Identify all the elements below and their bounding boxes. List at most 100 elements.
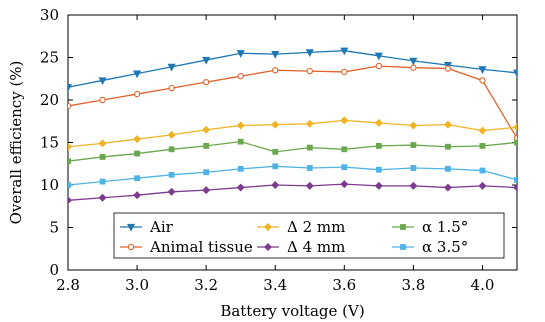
legend-marker <box>127 243 135 251</box>
data-point <box>479 167 486 174</box>
data-point <box>374 118 383 127</box>
x-tick-label: 2.8 <box>56 276 80 294</box>
data-point <box>134 175 140 182</box>
data-point <box>68 182 71 188</box>
data-point <box>340 116 349 125</box>
legend-label: α 3.5° <box>422 238 468 256</box>
x-tick-label: 4.0 <box>471 276 495 294</box>
data-point <box>236 183 245 192</box>
data-point <box>271 120 280 129</box>
legend-marker <box>264 223 272 231</box>
legend-label: Animal tissue <box>149 238 253 256</box>
data-point <box>513 123 517 132</box>
data-point <box>68 142 72 151</box>
data-point <box>133 135 142 144</box>
data-point <box>409 181 418 190</box>
data-point <box>202 186 211 195</box>
data-point <box>98 77 107 86</box>
data-point <box>305 49 314 57</box>
legend-label: Air <box>149 218 174 236</box>
data-point <box>374 181 383 190</box>
x-tick-label: 3.0 <box>125 276 149 294</box>
data-point <box>168 146 175 153</box>
x-tick-label: 3.2 <box>194 276 218 294</box>
series-line <box>68 119 517 148</box>
x-tick-label: 3.6 <box>332 276 356 294</box>
series-line <box>68 183 517 201</box>
data-point <box>98 193 107 202</box>
series-lines <box>68 47 517 205</box>
data-point <box>202 125 211 134</box>
data-point <box>444 65 452 72</box>
data-point <box>306 67 313 75</box>
data-point <box>410 142 417 148</box>
data-point <box>410 64 417 71</box>
y-tick-label: 10 <box>40 176 59 194</box>
data-point <box>305 181 314 190</box>
data-point <box>167 63 176 72</box>
y-tick-label: 0 <box>49 261 59 279</box>
y-tick-label: 20 <box>40 91 59 109</box>
series-5 <box>68 163 517 188</box>
legend-marker <box>400 244 406 250</box>
data-point <box>98 139 107 148</box>
data-point <box>202 56 211 65</box>
data-point <box>375 143 382 149</box>
data-point <box>68 158 71 165</box>
data-point <box>410 165 417 171</box>
legend-box <box>113 212 505 259</box>
y-tick-label: 5 <box>49 219 59 237</box>
data-point <box>272 67 279 74</box>
data-point <box>445 165 451 172</box>
data-point <box>374 52 383 61</box>
data-point <box>99 178 106 185</box>
data-point <box>478 181 487 190</box>
y-tick-label: 15 <box>40 134 59 152</box>
data-point <box>167 187 176 196</box>
data-point <box>409 121 418 130</box>
data-point <box>513 183 517 192</box>
legend-marker <box>264 243 272 251</box>
data-point <box>375 62 382 70</box>
data-point <box>134 150 140 157</box>
data-point <box>409 57 418 66</box>
data-point <box>133 70 142 79</box>
data-point <box>443 120 452 129</box>
series-1 <box>68 62 517 142</box>
data-point <box>272 148 279 155</box>
x-tick-label: 3.8 <box>401 276 425 294</box>
data-point <box>306 144 313 151</box>
data-point <box>203 143 210 149</box>
data-point <box>68 102 72 110</box>
legend-marker <box>126 223 136 232</box>
data-point <box>478 66 487 74</box>
data-point <box>514 139 517 146</box>
data-point <box>168 84 175 92</box>
data-point <box>68 84 73 92</box>
series-line <box>68 140 517 162</box>
data-point <box>306 165 313 171</box>
data-point <box>68 196 72 205</box>
data-point <box>237 138 244 145</box>
data-point <box>272 163 279 170</box>
series-2 <box>68 116 517 151</box>
data-point <box>340 180 349 189</box>
data-point <box>513 135 517 142</box>
series-line <box>68 50 517 88</box>
x-axis-label: Battery voltage (V) <box>220 302 364 320</box>
y-axis-label: Overall efficiency (%) <box>7 61 25 225</box>
legend: Air Animal tissue Δ 2 mm Δ 4 mm α 1.5° α 3.5° <box>113 212 505 259</box>
legend-label: α 1.5° <box>422 218 468 236</box>
data-point <box>479 77 486 84</box>
data-point <box>133 191 142 200</box>
data-point <box>479 143 486 149</box>
series-line <box>68 165 517 186</box>
data-point <box>375 166 382 173</box>
data-point <box>271 181 280 189</box>
y-tick-label: 25 <box>40 49 59 67</box>
data-point <box>237 165 244 172</box>
data-point <box>99 96 106 104</box>
data-point <box>305 119 314 128</box>
x-tick-label: 3.4 <box>263 276 287 294</box>
